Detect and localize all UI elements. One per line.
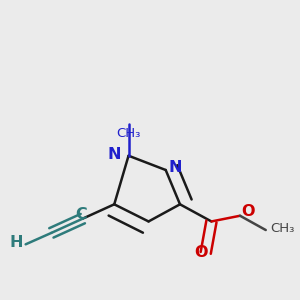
Text: CH₃: CH₃ — [116, 127, 141, 140]
Text: N: N — [108, 147, 122, 162]
Text: O: O — [195, 245, 208, 260]
Text: CH₃: CH₃ — [270, 222, 294, 235]
Text: H: H — [9, 236, 23, 250]
Text: O: O — [242, 204, 255, 219]
Text: N: N — [169, 160, 182, 175]
Text: C: C — [76, 207, 87, 222]
